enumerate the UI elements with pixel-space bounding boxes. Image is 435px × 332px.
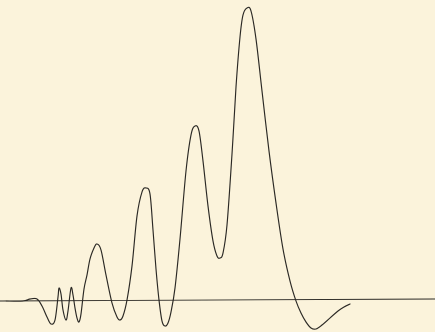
- baseline-line: [0, 298, 435, 302]
- chart-marks: [0, 6, 435, 330]
- oscillation-trace-line: [5, 6, 351, 330]
